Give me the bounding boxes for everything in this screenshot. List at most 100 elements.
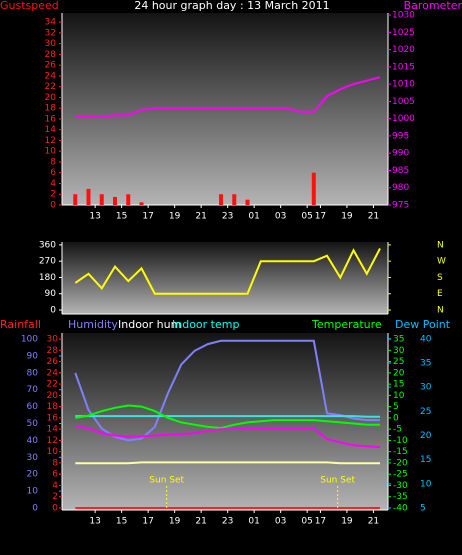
y-tick-label: 995 [392,131,409,141]
y-tick-label: 28 [45,50,57,60]
y-tick-label: 70 [27,385,39,395]
y-tick-label: -5 [393,425,402,435]
x-tick-label: 19 [341,517,353,527]
y-tick-label: 24 [47,368,59,378]
y-tick-label: 0 [50,306,56,316]
y-tick-label: 1020 [392,45,415,55]
y-tick-label: 50 [27,419,39,429]
legend-label: Barometer [404,0,462,12]
series-line [75,76,381,118]
y-tick-label: 180 [39,273,56,283]
y-tick-label: 22 [47,380,58,390]
y-tick-label: N [437,306,444,316]
x-tick-label: 13 [89,212,100,222]
y-tick-label: 0 [50,201,56,211]
x-tick-label: 17 [315,212,326,222]
y-tick-label: 20 [27,470,39,480]
legend-label: Humidity [68,318,118,331]
y-tick-label: 8 [50,157,56,167]
legend-label: Indoor temp [172,318,239,331]
chart-title: 24 hour graph day : 13 March 2011 [134,0,329,12]
x-tick-label: 19 [169,212,181,222]
y-tick-label: 6 [50,168,56,178]
y-tick-label: 15 [420,455,431,465]
y-tick-label: -15 [393,447,408,457]
y-tick-label: 16 [47,413,59,423]
y-tick-label: 26 [47,357,59,367]
x-tick-label: 17 [142,212,153,222]
series-line [75,404,380,430]
y-tick-label: 6 [52,470,58,480]
y-tick-label: 1030 [392,11,415,21]
x-tick-label: 21 [195,212,206,222]
y-tick-label: -25 [393,470,408,480]
y-tick-label: N [437,240,444,250]
x-tick-label: 23 [222,517,233,527]
y-tick-label: 22 [45,82,56,92]
y-tick-label: 25 [420,407,431,417]
y-tick-label: 0 [32,503,38,513]
y-tick-label: 12 [45,136,56,146]
y-tick-label: 2 [50,190,56,200]
x-tick-label: 19 [169,517,181,527]
y-tick-label: 18 [47,402,59,412]
y-tick-label: 2 [52,492,58,502]
y-tick-label: 18 [45,104,57,114]
y-tick-label: 14 [47,425,59,435]
y-tick-label: 8 [52,458,58,468]
y-tick-label: 990 [392,149,409,159]
y-tick-label: -35 [393,492,408,502]
y-tick-label: 35 [420,358,431,368]
y-tick-label: 5 [420,504,426,514]
annotation: Sun Set [149,476,184,486]
series-line [74,339,380,442]
y-tick-label: 1015 [392,62,415,72]
legend-label: Indoor hum [118,318,181,331]
y-tick-label: 270 [39,257,56,267]
y-tick-label: 40 [27,436,39,446]
legend-label: Gustspeed [0,0,59,12]
y-tick-label: 80 [27,368,39,378]
legend-label: Rainfall [0,318,41,331]
y-tick-label: 5 [393,402,399,412]
y-tick-label: W [437,257,446,267]
x-tick-label: 03 [275,212,286,222]
y-tick-label: -20 [393,458,408,468]
y-tick-label: 32 [45,28,56,38]
y-tick-label: 35 [393,335,404,345]
y-tick-label: 100 [21,335,38,345]
x-tick-label: 01 [248,212,259,222]
plot-area [62,242,388,314]
y-tick-label: -30 [393,481,408,491]
y-tick-label: 20 [45,93,57,103]
annotation: Sun Set [320,476,355,486]
y-tick-label: 980 [392,183,409,193]
y-tick-label: 30 [393,346,405,356]
y-tick-label: 0 [52,503,58,513]
y-tick-label: 28 [47,346,59,356]
y-tick-label: 4 [52,481,58,491]
x-tick-label: 17 [142,517,153,527]
x-tick-label: 05 [301,517,312,527]
y-tick-label: 25 [393,357,404,367]
y-tick-label: 14 [45,125,57,135]
legend-label: Dew Point [395,318,451,331]
y-tick-label: 975 [392,201,409,211]
y-tick-label: 20 [47,391,59,401]
x-tick-label: 03 [275,517,286,527]
x-tick-label: 01 [248,517,259,527]
y-tick-label: 12 [47,436,58,446]
y-tick-label: -10 [393,436,408,446]
x-tick-label: 19 [341,212,353,222]
y-tick-label: 20 [393,368,405,378]
y-tick-label: 20 [420,431,432,441]
y-tick-label: 1005 [392,97,415,107]
x-tick-label: 21 [195,517,206,527]
y-tick-label: 10 [393,391,405,401]
y-tick-label: 10 [27,487,39,497]
x-tick-label: 15 [116,212,127,222]
y-tick-label: 15 [393,380,404,390]
x-tick-label: 13 [89,517,100,527]
y-tick-label: -40 [393,503,408,513]
